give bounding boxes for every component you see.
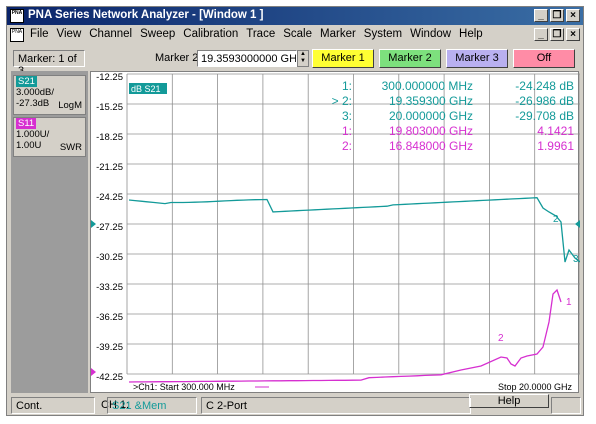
s21-ref-arrow-right-icon [575,220,580,228]
s11-marker2-label: 2 [498,333,504,344]
marker-readout-num: > 2: [332,94,352,108]
menu-help[interactable]: Help [459,28,483,40]
menu-file[interactable]: File [30,28,49,40]
marker2-button[interactable]: Marker 2 [379,49,441,68]
status-bar: Cont. CH 1: S21 &Mem C 2-Port [7,394,583,416]
menu-calibration[interactable]: Calibration [183,28,239,40]
menu-window[interactable]: Window [410,28,452,40]
marker1-button[interactable]: Marker 1 [312,49,374,68]
trace-s11-box[interactable]: S11 1.000U/ 1.00U SWR [13,117,86,157]
y-tick-label: -24.25 [96,192,123,203]
marker-readout-num: 1: [342,79,352,93]
marker-readout-value: 1.9961 [537,139,574,153]
y-tick-label: -12.25 [96,72,123,83]
frequency-spinner-icon[interactable]: ▲ ▼ [297,50,309,67]
doc-restore-icon[interactable]: ❐ [550,28,564,41]
start-frequency: >Ch1: Start 300.000 MHz [133,382,235,392]
menu-sweep[interactable]: Sweep [140,28,176,40]
minimize-icon[interactable]: _ [534,9,548,22]
marker-readout-freq: 19.359300 GHz [389,94,473,108]
menu-trace[interactable]: Trace [246,28,276,40]
trace-label-box [129,83,167,94]
trace-s11-ref: 1.00U [16,140,42,151]
menu-bar: PNA File View Channel Sweep Calibration … [7,26,583,44]
marker3-button[interactable]: Marker 3 [446,49,508,68]
y-tick-label: -33.25 [96,282,123,293]
trace-s11-tag: S11 [16,118,37,129]
trace-s11-format: SWR [59,142,82,153]
marker-readout-freq: 300.000000 MHz [382,79,473,93]
marker-readout-num: 3: [342,109,352,123]
marker-off-button[interactable]: Off [513,49,575,68]
menu-channel[interactable]: Channel [89,28,133,40]
active-measurement: S21 &Mem [107,397,197,414]
app-logo-icon: PNA [10,9,24,23]
marker-readout-num: 2: [342,139,352,153]
channel-label: CH 1: [97,397,201,414]
s21-marker2-label: 2 [553,214,559,225]
trace-s21-ref: -27.3dB [16,98,50,109]
marker-readout-value: -24.248 dB [515,79,574,93]
menu-scale[interactable]: Scale [283,28,313,40]
marker-readout-freq: 20.000000 GHz [389,109,473,123]
help-button[interactable]: Help [469,394,549,408]
doc-minimize-icon[interactable]: _ [534,28,548,41]
port-config: C 2-Port [201,397,471,414]
close-icon[interactable]: × [566,9,580,22]
marker-readout-freq: 19.803000 GHz [389,124,473,138]
restore-icon[interactable]: ❐ [550,9,564,22]
stop-frequency: Stop 20.0000 GHz [498,382,573,392]
menu-view[interactable]: View [56,28,82,40]
menu-marker[interactable]: Marker [320,28,356,40]
y-tick-label: -15.25 [96,102,123,113]
y-tick-label: -27.25 [96,222,123,233]
s11-marker1-label: 1 [566,297,572,308]
marker2-frequency-input[interactable]: 19.3593000000 GH: [197,50,297,67]
s21-trace [128,197,580,263]
title-bar: PNA PNA Series Network Analyzer - [Windo… [7,7,583,25]
window-title: PNA Series Network Analyzer - [Window 1 … [28,9,264,21]
y-tick-label: -21.25 [96,162,123,173]
trace-s21-format: LogM [58,100,82,111]
marker-readout-value: -29.708 dB [515,109,574,123]
y-tick-label: -42.25 [96,372,123,383]
y-tick-label: -18.25 [96,132,123,143]
trace-s21-tag: S21 [16,76,37,87]
sweep-mode: Cont. [11,397,95,414]
s21-marker3-label: 3 [573,254,579,265]
trace-s21-box[interactable]: S21 3.000dB/ -27.3dB LogM [13,75,86,115]
marker-readout-num: 1: [342,124,352,138]
y-tick-label: -39.25 [96,342,123,353]
measurement-plot[interactable]: -12.25 -15.25 -18.25 -21.25 -24.25 -27.25 -30.… [90,71,580,393]
trace-s21-scale: 3.000dB/ [16,87,55,98]
s21-ref-arrow-icon [91,220,96,228]
marker-readout-value: 4.1421 [537,124,574,138]
s11-ref-arrow-icon [91,368,96,376]
marker-toolbar: Marker: 1 of 3 Marker 2 19.3593000000 GH… [7,47,583,77]
trace-label: dB S21 [131,84,161,94]
status-extra [551,397,581,414]
channel-text: CH 1: [101,399,130,411]
doc-close-icon[interactable]: × [566,28,580,41]
trace-s11-scale: 1.000U/ [16,129,50,140]
menu-system[interactable]: System [363,28,403,40]
analyzer-window: PNA PNA Series Network Analyzer - [Windo… [6,6,584,416]
y-tick-label: -30.25 [96,252,123,263]
marker2-label: Marker 2 [155,52,199,64]
trace-panel: S21 3.000dB/ -27.3dB LogM S11 1.000U/ 1.… [11,71,88,393]
marker-readout-value: -26.986 dB [515,94,574,108]
document-logo-icon: PNA [10,28,24,42]
marker-count: Marker: 1 of 3 [13,50,85,77]
y-tick-label: -36.25 [96,312,123,323]
marker-readout-freq: 16.848000 GHz [389,139,473,153]
s11-trace [128,288,562,383]
